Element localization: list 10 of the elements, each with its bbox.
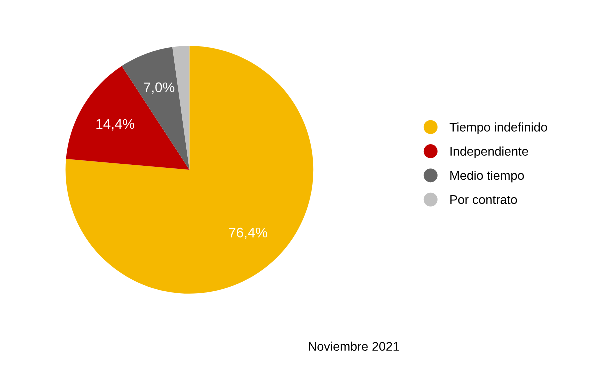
data-label: 14,4% bbox=[96, 119, 135, 131]
legend-label: Tiempo indefinido bbox=[450, 122, 548, 134]
pie-slice bbox=[66, 46, 314, 294]
data-label: 76,4% bbox=[229, 228, 268, 240]
legend-label: Por contrato bbox=[450, 196, 518, 204]
legend-label: Medio tiempo bbox=[450, 170, 524, 183]
text: Noviembre 2021 bbox=[309, 342, 400, 352]
pie-slice bbox=[66, 66, 190, 170]
legend-label: Independiente bbox=[450, 146, 528, 158]
data-label: 7,0% bbox=[144, 82, 175, 94]
